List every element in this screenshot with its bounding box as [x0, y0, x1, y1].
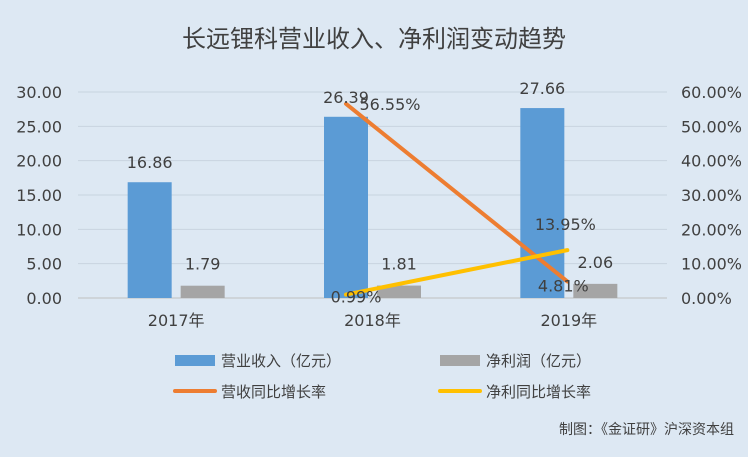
left-tick-label: 20.00 [16, 152, 62, 171]
legend-label: 净利润（亿元） [486, 352, 591, 370]
bar [573, 283, 618, 298]
bar [520, 108, 565, 299]
footnote: 制图：《金证研》沪深资本组 [559, 422, 734, 438]
legend-swatch [175, 355, 215, 366]
x-tick-label: 2017年 [148, 311, 205, 330]
left-tick-label: 5.00 [26, 255, 62, 274]
legend: 营业收入（亿元） 净利润（亿元） 营收同比增长率 净利同比增长率 [173, 352, 591, 401]
data-label: 1.81 [381, 255, 417, 274]
right-tick-label: 50.00% [681, 117, 742, 136]
legend-label: 净利同比增长率 [486, 383, 591, 401]
data-label: 1.79 [185, 255, 221, 274]
right-tick-label: 60.00% [681, 83, 742, 102]
data-label: 2.06 [578, 253, 614, 272]
data-label: 16.86 [127, 153, 173, 172]
left-tick-label: 0.00 [26, 289, 62, 308]
x-tick-label: 2019年 [540, 311, 597, 330]
left-axis-ticks: 0.00 5.00 10.00 15.00 20.00 25.00 30.00 [16, 83, 62, 308]
right-tick-label: 30.00% [681, 186, 742, 205]
left-tick-label: 10.00 [16, 220, 62, 239]
left-tick-label: 15.00 [16, 186, 62, 205]
data-label: 56.55% [359, 95, 420, 114]
bar [127, 182, 172, 298]
chart-title: 长远锂科营业收入、净利润变动趋势 [182, 25, 566, 53]
bars [127, 108, 618, 299]
data-label: 13.95% [535, 215, 596, 234]
legend-label: 营业收入（亿元） [221, 352, 341, 370]
bar [324, 116, 368, 298]
legend-label: 营收同比增长率 [221, 383, 326, 401]
x-axis-ticks: 2017年 2018年 2019年 [148, 311, 597, 330]
series-line [344, 248, 570, 297]
left-tick-label: 25.00 [16, 117, 62, 136]
right-tick-label: 0.00% [681, 289, 732, 308]
right-tick-label: 20.00% [681, 220, 742, 239]
lines [344, 101, 570, 297]
bar [377, 285, 421, 298]
series-line [344, 101, 570, 284]
data-label: 4.81% [538, 276, 589, 295]
left-tick-label: 30.00 [16, 83, 62, 102]
data-label: 0.99% [331, 288, 382, 307]
data-label: 26.39 [323, 88, 369, 107]
data-labels: 16.86 26.39 27.66 1.79 1.81 2.06 56.55% 4.81% 0.… [127, 79, 613, 307]
legend-swatch [440, 355, 480, 366]
data-label: 27.66 [519, 79, 565, 98]
bar [180, 285, 225, 298]
right-tick-label: 40.00% [681, 152, 742, 171]
right-axis-ticks: 0.00% 10.00% 20.00% 30.00% 40.00% 50.00% 60.00… [681, 83, 742, 308]
x-tick-label: 2018年 [344, 311, 401, 330]
right-tick-label: 10.00% [681, 255, 742, 274]
